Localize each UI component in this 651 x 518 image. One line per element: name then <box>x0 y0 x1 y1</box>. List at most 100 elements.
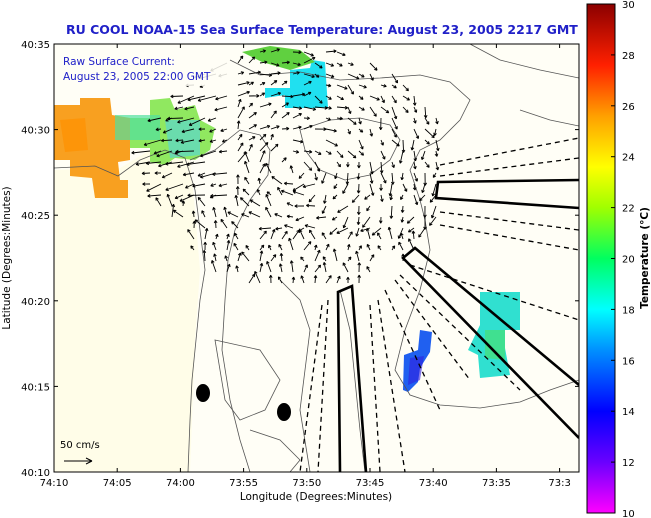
colorbar-tick-label: 16 <box>622 356 635 367</box>
current-vector <box>346 276 350 283</box>
current-vector <box>259 262 264 273</box>
current-vector <box>391 245 396 251</box>
current-vector <box>413 150 418 162</box>
current-vector <box>402 84 409 92</box>
current-vector <box>197 95 217 102</box>
current-vector <box>259 60 268 65</box>
current-vector <box>303 264 308 273</box>
current-vector <box>192 183 206 188</box>
current-vector <box>212 172 228 177</box>
current-vector <box>430 205 437 219</box>
current-vector <box>248 143 253 152</box>
current-vector <box>218 183 228 188</box>
current-vector <box>281 102 289 108</box>
current-vector <box>400 232 404 240</box>
current-vector <box>237 90 250 97</box>
current-vector <box>432 172 437 178</box>
current-vector <box>182 172 195 177</box>
current-vector <box>413 117 417 124</box>
current-vector <box>201 210 206 218</box>
current-vector <box>259 133 267 141</box>
colorbar-tick-label: 26 <box>622 102 635 113</box>
current-vector <box>274 213 283 218</box>
current-vector <box>336 95 344 101</box>
current-vector <box>277 276 283 284</box>
current-vector <box>398 150 404 164</box>
current-vector <box>165 161 184 166</box>
current-vector <box>166 193 173 207</box>
current-vector <box>160 138 173 143</box>
current-vector <box>358 128 364 133</box>
current-vector <box>131 150 151 155</box>
current-vector <box>237 81 250 86</box>
current-vector <box>239 197 250 207</box>
current-vector <box>321 205 327 214</box>
current-vector <box>366 243 371 251</box>
sst-patch-north <box>265 60 328 108</box>
current-vector <box>280 189 294 196</box>
current-vector <box>303 161 313 171</box>
colorbar-tick-label: 28 <box>622 51 635 62</box>
current-vector <box>245 245 250 251</box>
current-vector <box>321 172 327 184</box>
current-vector <box>360 227 371 233</box>
current-vector <box>220 128 228 133</box>
current-vector <box>237 106 245 119</box>
current-vector <box>388 183 393 197</box>
current-vector <box>198 127 206 131</box>
current-vector <box>380 106 390 114</box>
current-vector <box>377 232 382 240</box>
current-vector <box>154 171 162 175</box>
current-vector <box>259 230 267 240</box>
current-vector <box>391 106 398 120</box>
current-vector <box>346 161 350 168</box>
current-vector <box>281 112 290 119</box>
current-vector <box>184 106 195 111</box>
current-vector <box>357 262 362 273</box>
current-vector <box>223 206 228 218</box>
current-vector <box>424 139 430 145</box>
current-vector <box>380 194 384 202</box>
current-vector <box>321 232 327 240</box>
current-vector <box>387 226 393 240</box>
current-vector <box>347 256 352 262</box>
current-vector <box>369 161 374 175</box>
current-vector <box>270 91 282 97</box>
current-vector <box>357 161 361 169</box>
current-vector <box>379 183 383 191</box>
current-vector <box>302 183 316 189</box>
current-vector <box>406 216 415 224</box>
legend-box <box>58 56 228 86</box>
current-vector <box>256 189 261 196</box>
current-vector <box>172 209 184 218</box>
current-vector <box>413 194 419 206</box>
y-axis: 40:35 40:30 40:25 40:20 40:15 40:10 <box>21 40 579 479</box>
current-vector <box>413 106 418 113</box>
current-vector <box>325 243 330 251</box>
current-vector <box>224 255 228 262</box>
current-vector <box>237 133 243 141</box>
current-vector <box>357 274 361 284</box>
current-vector <box>259 102 272 108</box>
current-vector <box>185 183 195 189</box>
current-vector <box>188 117 206 126</box>
current-vector <box>270 143 279 152</box>
scale-label: 50 cm/s <box>60 440 100 451</box>
current-vector <box>391 161 395 169</box>
current-vector <box>281 94 294 99</box>
current-vector <box>358 84 367 89</box>
current-vector <box>211 260 217 273</box>
current-vector <box>433 128 437 136</box>
current-vector <box>165 183 184 191</box>
current-vector <box>210 194 228 198</box>
current-vector <box>303 149 313 154</box>
current-vector <box>241 213 250 218</box>
current-vector <box>325 95 332 100</box>
current-vector <box>237 142 244 152</box>
current-vector <box>332 248 338 262</box>
colorbar-tick-label: 20 <box>622 255 635 266</box>
current-vector <box>378 117 383 131</box>
current-vector <box>314 62 323 69</box>
current-vector <box>358 150 365 156</box>
current-vector <box>207 117 217 122</box>
